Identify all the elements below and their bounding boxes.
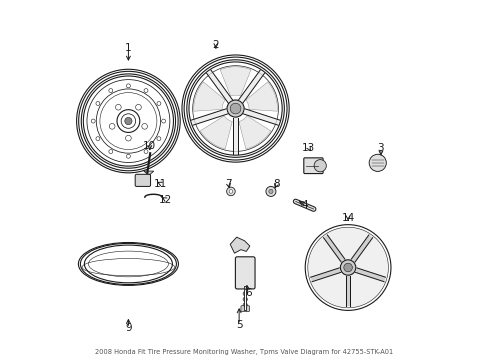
Polygon shape [230, 237, 249, 253]
Circle shape [368, 154, 386, 171]
Polygon shape [143, 171, 153, 175]
Polygon shape [191, 109, 227, 125]
Circle shape [343, 263, 352, 272]
Circle shape [96, 137, 100, 141]
Circle shape [126, 154, 130, 158]
Polygon shape [243, 109, 279, 125]
Polygon shape [238, 70, 264, 103]
Text: 3: 3 [377, 143, 384, 153]
Circle shape [268, 189, 272, 194]
Circle shape [307, 227, 387, 308]
Polygon shape [193, 82, 225, 111]
FancyBboxPatch shape [135, 174, 150, 186]
Circle shape [144, 89, 148, 93]
Circle shape [226, 100, 244, 117]
Circle shape [243, 303, 247, 307]
Text: 10: 10 [143, 141, 156, 151]
Circle shape [109, 89, 113, 93]
Circle shape [162, 119, 165, 123]
Circle shape [109, 150, 113, 153]
Polygon shape [323, 235, 344, 262]
Circle shape [230, 103, 241, 114]
Text: 5: 5 [235, 320, 242, 330]
Circle shape [229, 190, 232, 193]
Text: 2008 Honda Fit Tire Pressure Monitoring Washer, Tpms Valve Diagram for 42755-STK: 2008 Honda Fit Tire Pressure Monitoring … [95, 349, 393, 355]
Text: 12: 12 [159, 195, 172, 204]
Circle shape [125, 135, 131, 141]
Circle shape [109, 123, 115, 129]
Circle shape [265, 186, 275, 197]
Circle shape [144, 150, 148, 153]
Polygon shape [232, 118, 238, 154]
FancyBboxPatch shape [241, 306, 249, 311]
Circle shape [340, 260, 355, 275]
Text: 1: 1 [125, 43, 131, 53]
Text: 13: 13 [302, 143, 315, 153]
Circle shape [243, 297, 247, 301]
Circle shape [96, 102, 100, 105]
Circle shape [142, 123, 147, 129]
Circle shape [157, 102, 161, 105]
Polygon shape [350, 235, 372, 262]
Text: 9: 9 [125, 323, 131, 333]
Circle shape [115, 104, 121, 110]
Text: 4: 4 [301, 200, 308, 210]
Circle shape [243, 292, 247, 296]
Text: 2: 2 [212, 40, 219, 50]
Text: 11: 11 [154, 179, 167, 189]
Circle shape [157, 137, 161, 141]
Polygon shape [220, 67, 250, 96]
Circle shape [226, 187, 235, 196]
Text: 6: 6 [244, 288, 251, 297]
Circle shape [313, 159, 325, 172]
Text: 7: 7 [224, 179, 231, 189]
Polygon shape [345, 276, 350, 306]
Circle shape [124, 117, 132, 125]
Polygon shape [310, 268, 340, 282]
Polygon shape [245, 82, 277, 111]
Circle shape [126, 84, 130, 88]
FancyBboxPatch shape [235, 257, 255, 289]
Polygon shape [200, 116, 232, 149]
Text: 8: 8 [273, 179, 280, 189]
FancyBboxPatch shape [303, 158, 323, 174]
Circle shape [135, 104, 141, 110]
Polygon shape [355, 268, 385, 282]
Polygon shape [239, 116, 270, 149]
Polygon shape [206, 70, 232, 103]
Text: 14: 14 [341, 212, 354, 222]
Circle shape [91, 119, 95, 123]
